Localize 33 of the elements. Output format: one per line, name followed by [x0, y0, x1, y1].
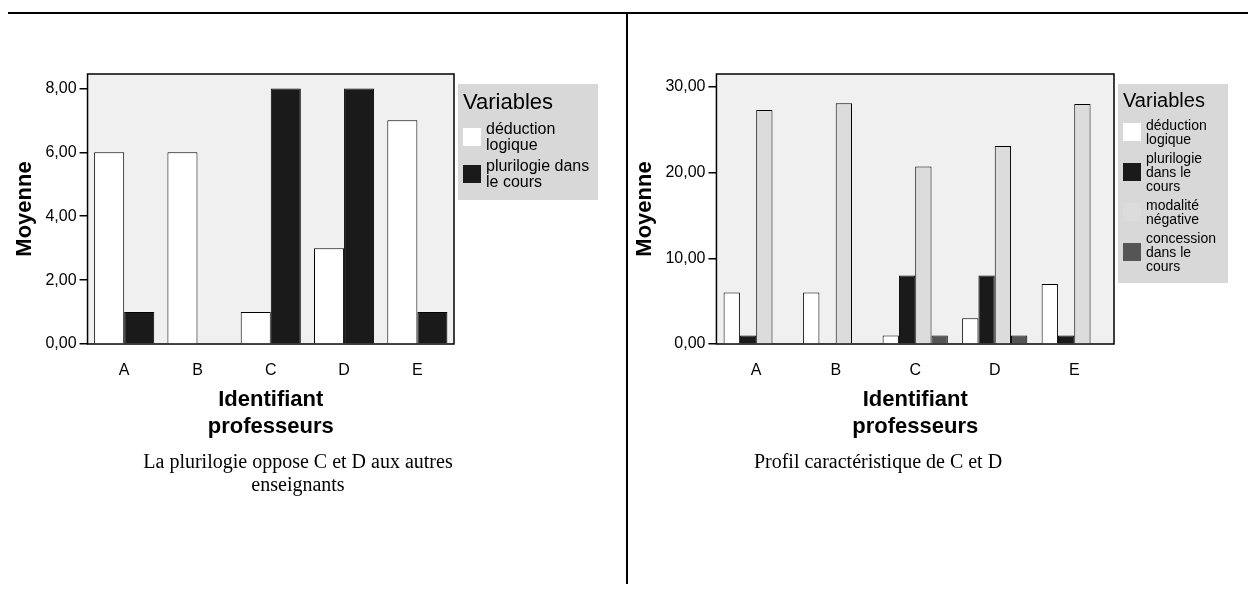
- text: La plurilogie oppose C et D aux autres enseignants: [142, 450, 454, 496]
- x-tick-label: E: [412, 361, 423, 379]
- y-tick-label: 10,00: [665, 248, 706, 266]
- x-axis-title: Identifiant professeurs: [207, 386, 334, 438]
- text: Profil caractéristique de C et D: [752, 450, 1004, 473]
- x-tick-label: B: [830, 361, 842, 379]
- legend-label: modalité négative: [1146, 197, 1200, 227]
- y-axis-title: Moyenne: [631, 161, 657, 257]
- y-tick-label: 8,00: [45, 78, 77, 96]
- y-tick-label: 0,00: [674, 334, 706, 352]
- x-axis-title: Identifiant professeurs: [852, 386, 979, 438]
- x-tick-label: A: [118, 361, 130, 379]
- legend-label: déduction logique: [1146, 117, 1208, 147]
- x-tick-label: E: [1068, 361, 1080, 379]
- y-tick-label: 30,00: [665, 77, 706, 95]
- x-tick-label: D: [988, 361, 1001, 379]
- legend-label: plurilogie dans le cours: [486, 157, 591, 190]
- y-tick-label: 20,00: [665, 162, 706, 180]
- y-tick-label: 2,00: [45, 270, 77, 288]
- y-axis-title: Moyenne: [11, 161, 37, 257]
- legend-title: Variables: [1123, 89, 1206, 112]
- y-tick-label: 4,00: [45, 206, 77, 224]
- x-tick-label: B: [192, 361, 203, 379]
- x-tick-label: A: [750, 361, 762, 379]
- legend-label: déduction logique: [486, 120, 557, 153]
- legend-label: concession dans le cours: [1146, 230, 1218, 274]
- legend-title: Variables: [463, 89, 555, 115]
- x-tick-label: C: [264, 361, 277, 379]
- x-tick-label: C: [909, 361, 921, 379]
- y-tick-label: 6,00: [45, 142, 77, 160]
- legend-label: plurilogie dans le cours: [1146, 150, 1204, 194]
- y-tick-label: 0,00: [45, 334, 77, 352]
- x-tick-label: D: [338, 361, 350, 379]
